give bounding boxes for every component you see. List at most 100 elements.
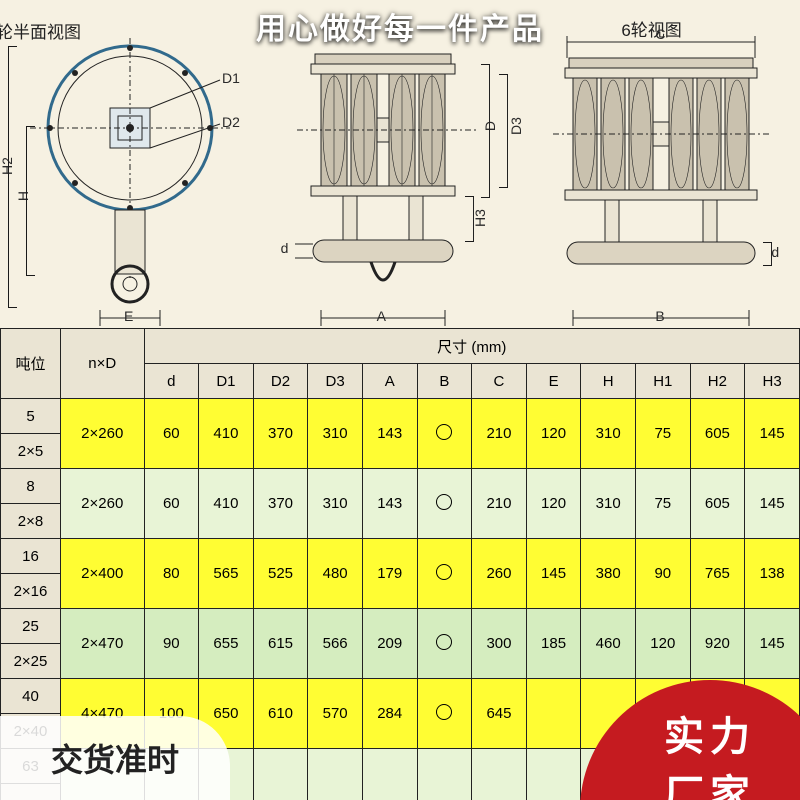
th-ton: 吨位 [1, 329, 61, 399]
panel3-drawing [533, 18, 799, 326]
cell-val: 60 [144, 469, 199, 539]
cell-val: 480 [308, 539, 363, 609]
cell-val: 615 [253, 609, 308, 679]
th-h3: H3 [745, 364, 800, 399]
bracket-d-pin3 [763, 242, 772, 266]
cell-val: 565 [199, 539, 254, 609]
panel1-drawing [0, 18, 266, 326]
cell-val [417, 539, 472, 609]
cell-val: 120 [526, 399, 581, 469]
table-row: 252×47090655615566209300185460120920145 [1, 609, 800, 644]
table-row: 162×4008056552548017926014538090765138 [1, 539, 800, 574]
cell-ton-sub: 2×16 [1, 574, 61, 609]
cell-val: 60 [144, 399, 199, 469]
cell-val: 570 [308, 679, 363, 749]
label-d-pin3: d [771, 244, 779, 260]
th-d: d [144, 364, 199, 399]
label-d3: D3 [508, 117, 524, 135]
circle-icon [436, 704, 452, 720]
cell-val: 120 [526, 469, 581, 539]
cell-val: 185 [526, 609, 581, 679]
cell-ton-top: 16 [1, 539, 61, 574]
diagram-panel-1: 轮半面视图 [0, 18, 267, 326]
cell-val: 143 [362, 469, 417, 539]
cell-ton-top: 5 [1, 399, 61, 434]
technical-diagrams: 轮半面视图 [0, 18, 800, 326]
diagram-panel-3: 6轮视图 [533, 18, 800, 326]
cell-nd: 2×260 [60, 469, 144, 539]
cell-ton-top: 8 [1, 469, 61, 504]
cell-val: 75 [635, 469, 690, 539]
table-row: 82×2606041037031014321012031075605145 [1, 469, 800, 504]
cell-nd: 2×400 [60, 539, 144, 609]
bracket-d [481, 64, 490, 198]
panel2-drawing [267, 18, 533, 326]
cell-val: 310 [581, 399, 636, 469]
cell-val: 145 [745, 609, 800, 679]
cell-ton-sub: 2×5 [1, 434, 61, 469]
th-h2: H2 [690, 364, 745, 399]
th-h1: H1 [635, 364, 690, 399]
top-banner: 用心做好每一件产品 [0, 4, 800, 48]
cell-val: 370 [253, 469, 308, 539]
badge-right-circle: 实力厂家 用心经营 [580, 680, 800, 800]
cell-val [253, 749, 308, 800]
cell-val: 410 [199, 469, 254, 539]
cell-val: 143 [362, 399, 417, 469]
circle-icon [436, 564, 452, 580]
cell-val: 209 [362, 609, 417, 679]
cell-val: 655 [199, 609, 254, 679]
cell-val: 310 [308, 469, 363, 539]
label-b: B [655, 308, 664, 324]
cell-ton-top: 25 [1, 609, 61, 644]
cell-ton-sub: 2×8 [1, 504, 61, 539]
cell-nd: 2×470 [60, 609, 144, 679]
cell-val: 370 [253, 399, 308, 469]
bracket-h3 [465, 196, 474, 242]
cell-val: 765 [690, 539, 745, 609]
cell-val [308, 749, 363, 800]
th-a: A [362, 364, 417, 399]
cell-val: 605 [690, 399, 745, 469]
cell-val: 120 [635, 609, 690, 679]
cell-val [362, 749, 417, 800]
cell-val: 80 [144, 539, 199, 609]
cell-val [417, 399, 472, 469]
cell-ton-sub: 2×25 [1, 644, 61, 679]
cell-val [417, 469, 472, 539]
th-d2: D2 [253, 364, 308, 399]
bracket-h [26, 126, 35, 276]
cell-val: 920 [690, 609, 745, 679]
cell-val: 210 [472, 399, 527, 469]
cell-val: 525 [253, 539, 308, 609]
cell-val: 610 [253, 679, 308, 749]
th-d3: D3 [308, 364, 363, 399]
cell-val: 138 [745, 539, 800, 609]
cell-val: 210 [472, 469, 527, 539]
cell-val: 145 [745, 399, 800, 469]
badge-right: 实力厂家 用心经营 [460, 680, 800, 800]
cell-val: 310 [581, 469, 636, 539]
circle-icon [436, 494, 452, 510]
bracket-d3 [499, 74, 508, 188]
cell-val: 90 [144, 609, 199, 679]
label-d1: D1 [222, 70, 240, 86]
cell-val: 179 [362, 539, 417, 609]
cell-val: 300 [472, 609, 527, 679]
circle-icon [436, 634, 452, 650]
cell-val: 145 [745, 469, 800, 539]
label-e: E [124, 308, 133, 324]
th-d1: D1 [199, 364, 254, 399]
label-d-pin: d [281, 240, 289, 256]
badge-right-line1: 实力厂家 [664, 704, 756, 800]
th-nd: n×D [60, 329, 144, 399]
cell-val: 75 [635, 399, 690, 469]
th-dim-title: 尺寸 (mm) [144, 329, 800, 364]
cell-nd: 2×260 [60, 399, 144, 469]
cell-val: 460 [581, 609, 636, 679]
bracket-h2 [8, 46, 17, 308]
cell-ton-top: 40 [1, 679, 61, 714]
cell-val: 310 [308, 399, 363, 469]
cell-val: 145 [526, 539, 581, 609]
label-d2: D2 [222, 114, 240, 130]
